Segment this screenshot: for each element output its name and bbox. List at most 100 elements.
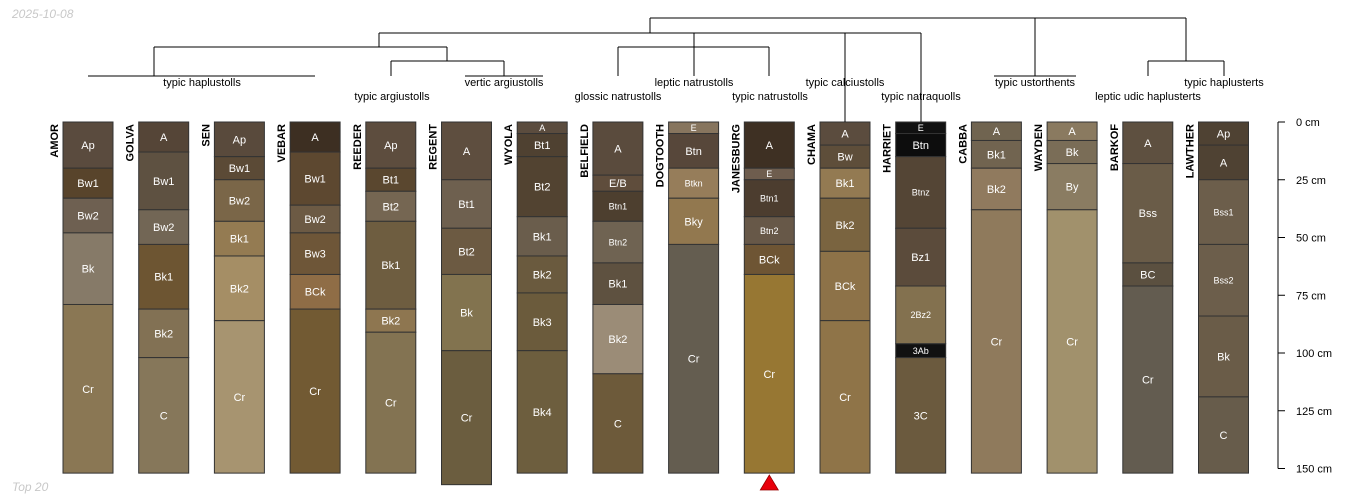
horizon-A bbox=[289, 121, 341, 153]
horizon-Bt1 bbox=[441, 179, 492, 229]
horizon-label: 2Bz2 bbox=[910, 310, 931, 320]
horizon-label: Bss bbox=[1139, 208, 1158, 220]
horizon-Bk1 bbox=[592, 262, 644, 305]
profile-name: BARKOF bbox=[1109, 124, 1121, 171]
horizon-label: Cr bbox=[763, 369, 775, 381]
horizon-Bss2 bbox=[1198, 243, 1249, 317]
horizon-label: Btn bbox=[685, 146, 702, 158]
horizon-label: C bbox=[1220, 430, 1228, 442]
horizon-label: A bbox=[539, 123, 545, 133]
horizon-label: Bss2 bbox=[1213, 275, 1233, 285]
horizon-Cr bbox=[743, 273, 795, 474]
horizon-2Bz2 bbox=[895, 285, 947, 345]
horizon-label: Bk3 bbox=[533, 317, 552, 329]
horizon-label: Bt2 bbox=[458, 246, 475, 258]
depth-tick-label: 25 cm bbox=[1296, 175, 1326, 187]
horizon-C bbox=[138, 357, 190, 474]
horizon-Bw3 bbox=[289, 232, 341, 275]
horizon-Ap bbox=[62, 121, 114, 169]
group-label: typic haplustolls bbox=[163, 77, 241, 89]
horizon-label: Cr bbox=[688, 354, 700, 366]
horizon-label: Bk1 bbox=[533, 231, 552, 243]
horizon-label: Bt1 bbox=[458, 199, 475, 211]
group-label: leptic udic haplusterts bbox=[1095, 91, 1201, 103]
profile-name: WYOLA bbox=[503, 124, 515, 165]
horizon-Cr bbox=[668, 243, 720, 474]
profile-name: REEDER bbox=[352, 124, 364, 170]
horizon-label: BC bbox=[1140, 269, 1155, 281]
depth-tick-label: 125 cm bbox=[1296, 406, 1332, 418]
horizon-label: Cr bbox=[385, 398, 397, 410]
horizon-Bk1 bbox=[213, 220, 265, 257]
profile-name: LAWTHER bbox=[1185, 124, 1197, 178]
horizon-label: A bbox=[463, 146, 471, 158]
profile-name: CHAMA bbox=[806, 124, 818, 165]
horizon-Bk1 bbox=[819, 167, 871, 199]
horizon-label: Bw2 bbox=[304, 214, 325, 226]
horizon-label: A bbox=[1144, 138, 1152, 150]
horizon-Bk bbox=[62, 232, 114, 305]
profile-name: JANESBURG bbox=[730, 124, 742, 193]
horizon-label: Bk1 bbox=[154, 272, 173, 284]
horizon-label: A bbox=[160, 132, 168, 144]
horizon-label: Bss1 bbox=[1213, 207, 1233, 217]
horizon-Cr bbox=[819, 320, 871, 474]
horizon-label: Bky bbox=[684, 216, 703, 228]
horizon-A bbox=[1198, 144, 1249, 181]
profile-name: DOGTOOTH bbox=[655, 124, 667, 187]
horizon-Btn2 bbox=[592, 220, 644, 264]
group-label: glossic natrustolls bbox=[575, 91, 662, 103]
horizon-Cr bbox=[213, 320, 265, 474]
horizon-label: 3C bbox=[914, 410, 928, 422]
horizon-Bss bbox=[1122, 163, 1174, 264]
horizon-label: Cr bbox=[991, 336, 1003, 348]
horizon-label: Bk bbox=[460, 308, 473, 320]
horizon-Bk1 bbox=[970, 139, 1022, 169]
horizon-label: A bbox=[841, 129, 849, 141]
horizon-label: Bk bbox=[82, 264, 95, 276]
group-label: typic ustorthents bbox=[995, 77, 1076, 89]
horizon-label: Bt2 bbox=[534, 182, 551, 194]
profile-name: REGENT bbox=[428, 124, 440, 170]
horizon-label: A bbox=[614, 144, 622, 156]
horizon-label: Btn2 bbox=[609, 237, 628, 247]
horizon-Cr bbox=[1122, 285, 1174, 474]
horizon-label: E bbox=[691, 123, 697, 133]
horizon-label: Bk bbox=[1066, 147, 1079, 159]
horizon-BCk bbox=[743, 243, 795, 275]
horizon-C bbox=[592, 373, 644, 474]
horizon-Bk4 bbox=[516, 350, 568, 474]
horizon-label: By bbox=[1066, 182, 1079, 194]
horizon-label: Bt1 bbox=[534, 140, 551, 152]
horizon-label: Btn2 bbox=[760, 226, 779, 236]
horizon-3C bbox=[895, 357, 947, 474]
horizon-label: Bk1 bbox=[381, 260, 400, 272]
horizon-label: A bbox=[1068, 126, 1076, 138]
profile-name: WAYDEN bbox=[1033, 124, 1045, 171]
horizon-label: Bz1 bbox=[911, 252, 930, 264]
depth-tick-label: 75 cm bbox=[1296, 290, 1326, 302]
horizon-label: C bbox=[160, 410, 168, 422]
horizon-Bw2 bbox=[289, 204, 341, 234]
group-label: vertic argiustolls bbox=[465, 77, 544, 89]
horizon-Bt2 bbox=[365, 190, 417, 222]
profile-name: BELFIELD bbox=[579, 124, 591, 178]
horizon-label: Btkn bbox=[685, 178, 703, 188]
depth-tick-label: 50 cm bbox=[1296, 233, 1326, 245]
horizon-label: Bw bbox=[837, 152, 852, 164]
horizon-A bbox=[138, 121, 190, 153]
horizon-label: Bk1 bbox=[230, 234, 249, 246]
horizon-Btn bbox=[668, 133, 720, 169]
horizon-Bk bbox=[1198, 315, 1249, 398]
selected-profile-marker bbox=[759, 474, 780, 491]
horizon-Btkn bbox=[668, 167, 720, 199]
horizon-label: E/B bbox=[609, 178, 627, 190]
horizon-label: Bw2 bbox=[77, 211, 98, 223]
group-label: leptic natrustolls bbox=[655, 77, 734, 89]
horizon-label: Bt2 bbox=[383, 201, 400, 213]
horizon-label: A bbox=[1220, 157, 1228, 169]
horizon-label: Bk1 bbox=[608, 279, 627, 291]
horizon-label: Ap bbox=[81, 140, 94, 152]
horizon-label: Bw1 bbox=[229, 163, 250, 175]
horizon-label: Bk4 bbox=[533, 407, 552, 419]
